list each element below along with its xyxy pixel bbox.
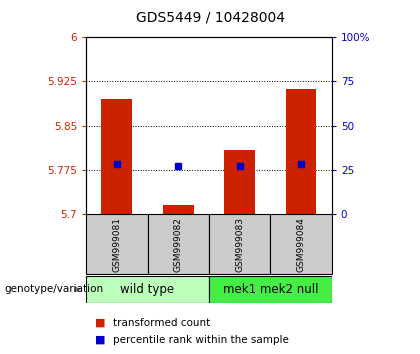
Text: GSM999082: GSM999082 [174,217,183,272]
Text: GSM999083: GSM999083 [235,217,244,272]
Text: transformed count: transformed count [113,318,211,328]
Bar [286,89,316,214]
Bar [163,205,194,214]
Text: GSM999084: GSM999084 [297,217,306,272]
Text: GSM999081: GSM999081 [112,217,121,272]
Bar [86,214,147,274]
Bar [209,276,332,303]
Text: genotype/variation: genotype/variation [4,284,103,295]
Bar [270,214,332,274]
Text: mek1 mek2 null: mek1 mek2 null [223,283,318,296]
Bar [86,276,209,303]
Bar [102,99,132,214]
Text: ■: ■ [94,335,105,345]
Text: ■: ■ [94,318,105,328]
Bar [209,214,270,274]
Text: percentile rank within the sample: percentile rank within the sample [113,335,289,345]
Text: wild type: wild type [121,283,175,296]
Text: GDS5449 / 10428004: GDS5449 / 10428004 [136,11,284,25]
Bar [224,150,255,214]
Bar [147,214,209,274]
